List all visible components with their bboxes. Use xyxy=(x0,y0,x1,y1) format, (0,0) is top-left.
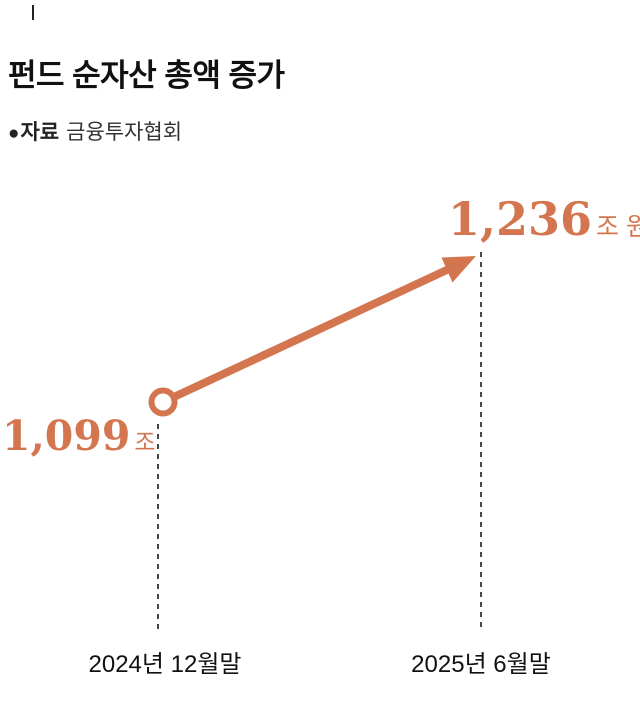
end-value-unit: 조 원 xyxy=(596,213,640,241)
start-point-marker xyxy=(148,387,178,417)
top-tick-mark xyxy=(32,5,34,20)
end-value-label: 1,236 조 원 xyxy=(448,192,640,246)
x-axis-label-2024: 2024년 12월말 xyxy=(88,651,242,678)
page-title: 펀드 순자산 총액 증가 xyxy=(8,58,285,93)
source-value: 금융투자협회 xyxy=(66,121,183,144)
end-value-number: 1,236 xyxy=(448,192,593,246)
source-label: 자료 xyxy=(20,121,60,144)
start-value-unit: 조 xyxy=(134,429,156,455)
source-line: ●자료 금융투자협회 xyxy=(8,116,182,146)
start-value-number: 1,099 xyxy=(2,412,131,460)
x-axis-label-2025: 2025년 6월말 xyxy=(411,651,551,678)
trend-arrow-head-icon xyxy=(441,256,476,283)
start-value-label: 1,099 조 xyxy=(2,412,156,460)
source-bullet-icon: ● xyxy=(8,123,20,144)
trend-arrow-shaft xyxy=(172,264,454,400)
